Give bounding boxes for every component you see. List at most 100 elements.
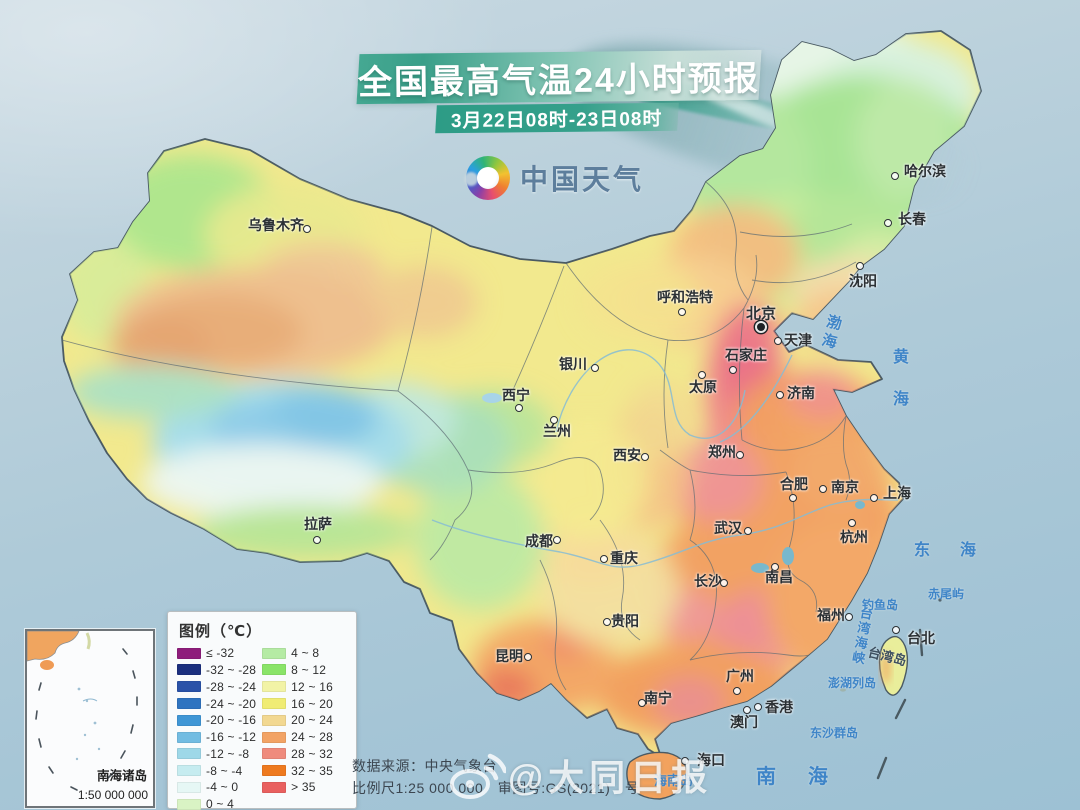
city-label: 香港 — [765, 699, 793, 715]
city-marker — [313, 536, 321, 544]
legend-swatch — [177, 714, 201, 726]
legend-swatch — [262, 664, 287, 676]
city-label: 太原 — [689, 379, 717, 395]
legend-range-label: -8 ~ -4 — [206, 763, 243, 778]
sea-label: 东海 — [914, 542, 1007, 559]
legend-row: -32 ~ -28 — [177, 663, 256, 677]
weather-swirl-icon — [466, 156, 510, 200]
city-label: 银川 — [559, 356, 587, 372]
inset-map — [26, 630, 138, 791]
temperature-legend: 图例（℃） ≤ -32 -32 ~ -28 -28 ~ -24 -24 ~ -20 -2… — [167, 611, 357, 810]
legend-swatch — [177, 748, 201, 760]
city-label: 石家庄 — [725, 347, 767, 363]
city-marker — [848, 519, 856, 527]
province-borders — [62, 181, 857, 691]
legend-range-label: -24 ~ -20 — [206, 696, 257, 711]
legend-row: -24 ~ -20 — [177, 696, 257, 711]
city-label: 北京 — [745, 305, 777, 323]
city-label: 昆明 — [495, 648, 523, 664]
watermark-text: @大同日报 — [508, 757, 713, 798]
city-label: 沈阳 — [849, 273, 877, 289]
legend-range-label: -28 ~ -24 — [206, 679, 257, 694]
legend-row: 8 ~ 12 — [262, 663, 333, 677]
city-label: 南昌 — [765, 569, 793, 585]
legend-range-label: 0 ~ 4 — [206, 797, 235, 810]
legend-row: 28 ~ 32 — [262, 747, 333, 761]
city-label: 乌鲁木齐 — [248, 217, 304, 233]
legend-swatch — [262, 714, 287, 726]
city-marker — [641, 453, 649, 461]
forecast-period: 3月22日08时-23日08时 — [451, 108, 663, 132]
city-label: 长春 — [898, 211, 926, 227]
legend-swatch — [177, 698, 201, 710]
legend-swatch — [262, 765, 287, 777]
city-label: 杭州 — [840, 529, 868, 545]
legend-swatch — [177, 781, 201, 793]
legend-range-label: -20 ~ -16 — [206, 713, 257, 728]
sea-label: 海南岛 — [654, 773, 694, 788]
city-label: 武汉 — [714, 520, 742, 536]
city-marker — [678, 308, 686, 316]
city-label: 兰州 — [543, 423, 571, 439]
city-label: 广州 — [726, 668, 754, 684]
islets-and-dashes — [840, 598, 942, 780]
city-label: 台北 — [907, 630, 935, 646]
city-marker — [681, 757, 689, 765]
city-label: 海口 — [697, 752, 725, 768]
city-marker — [638, 699, 646, 707]
legend-range-label: 12 ~ 16 — [291, 679, 333, 694]
legend-range-label: -12 ~ -8 — [206, 746, 250, 761]
city-marker — [600, 555, 608, 563]
city-label: 呼和浩特 — [657, 289, 713, 305]
city-label: 上海 — [883, 485, 911, 501]
sea-label: 黄海 — [890, 348, 907, 432]
legend-swatch — [262, 681, 287, 693]
legend-swatch — [262, 731, 287, 743]
city-marker — [789, 494, 797, 502]
sea-label: 南海 — [756, 766, 860, 788]
city-label: 澳门 — [730, 714, 758, 730]
legend-swatch — [262, 748, 287, 760]
city-marker — [754, 703, 762, 711]
subtitle-banner: 3月22日08时-23日08时 — [435, 102, 679, 134]
city-marker — [771, 563, 779, 571]
legend-range-label: 28 ~ 32 — [291, 746, 333, 761]
data-source-note: 数据来源：中央气象台 比例尺1:25 000 000 审图号:GS(2021) … — [352, 755, 639, 799]
city-marker — [744, 527, 752, 535]
sea-label: 东沙群岛 — [810, 726, 859, 740]
city-marker — [591, 364, 599, 372]
legend-range-label: -32 ~ -28 — [206, 662, 257, 677]
city-label: 哈尔滨 — [904, 163, 946, 179]
legend-row: -12 ~ -8 — [177, 747, 256, 761]
legend-range-label: 24 ~ 28 — [291, 730, 333, 745]
legend-row: 24 ~ 28 — [262, 730, 333, 744]
legend-swatch — [262, 647, 287, 659]
sea-label: 钓鱼岛 — [862, 598, 899, 612]
legend-swatch — [177, 681, 201, 693]
city-label: 贵阳 — [611, 613, 639, 629]
city-marker — [729, 366, 737, 374]
south-china-sea-inset: 南海诸岛 1:50 000 000 — [25, 629, 155, 808]
city-marker — [845, 613, 853, 621]
city-label: 南宁 — [644, 690, 672, 706]
city-marker — [733, 687, 741, 695]
legend-swatch — [177, 765, 201, 777]
city-label: 西安 — [613, 447, 641, 463]
lakes — [482, 393, 865, 573]
city-marker — [856, 262, 864, 270]
city-label: 天津 — [784, 332, 812, 348]
city-label: 合肥 — [780, 476, 808, 492]
city-marker — [884, 219, 892, 227]
legend-row: -4 ~ 0 — [177, 780, 256, 794]
city-marker — [698, 371, 706, 379]
legend-swatch — [177, 664, 201, 676]
city-marker — [776, 391, 784, 399]
legend-range-label: 20 ~ 24 — [291, 713, 333, 728]
city-label: 郑州 — [708, 444, 736, 460]
city-label: 南京 — [831, 479, 859, 495]
city-label: 济南 — [787, 385, 815, 401]
legend-range-label: 32 ~ 35 — [291, 763, 333, 778]
city-marker — [515, 404, 523, 412]
legend-range-label: -16 ~ -12 — [206, 730, 257, 745]
